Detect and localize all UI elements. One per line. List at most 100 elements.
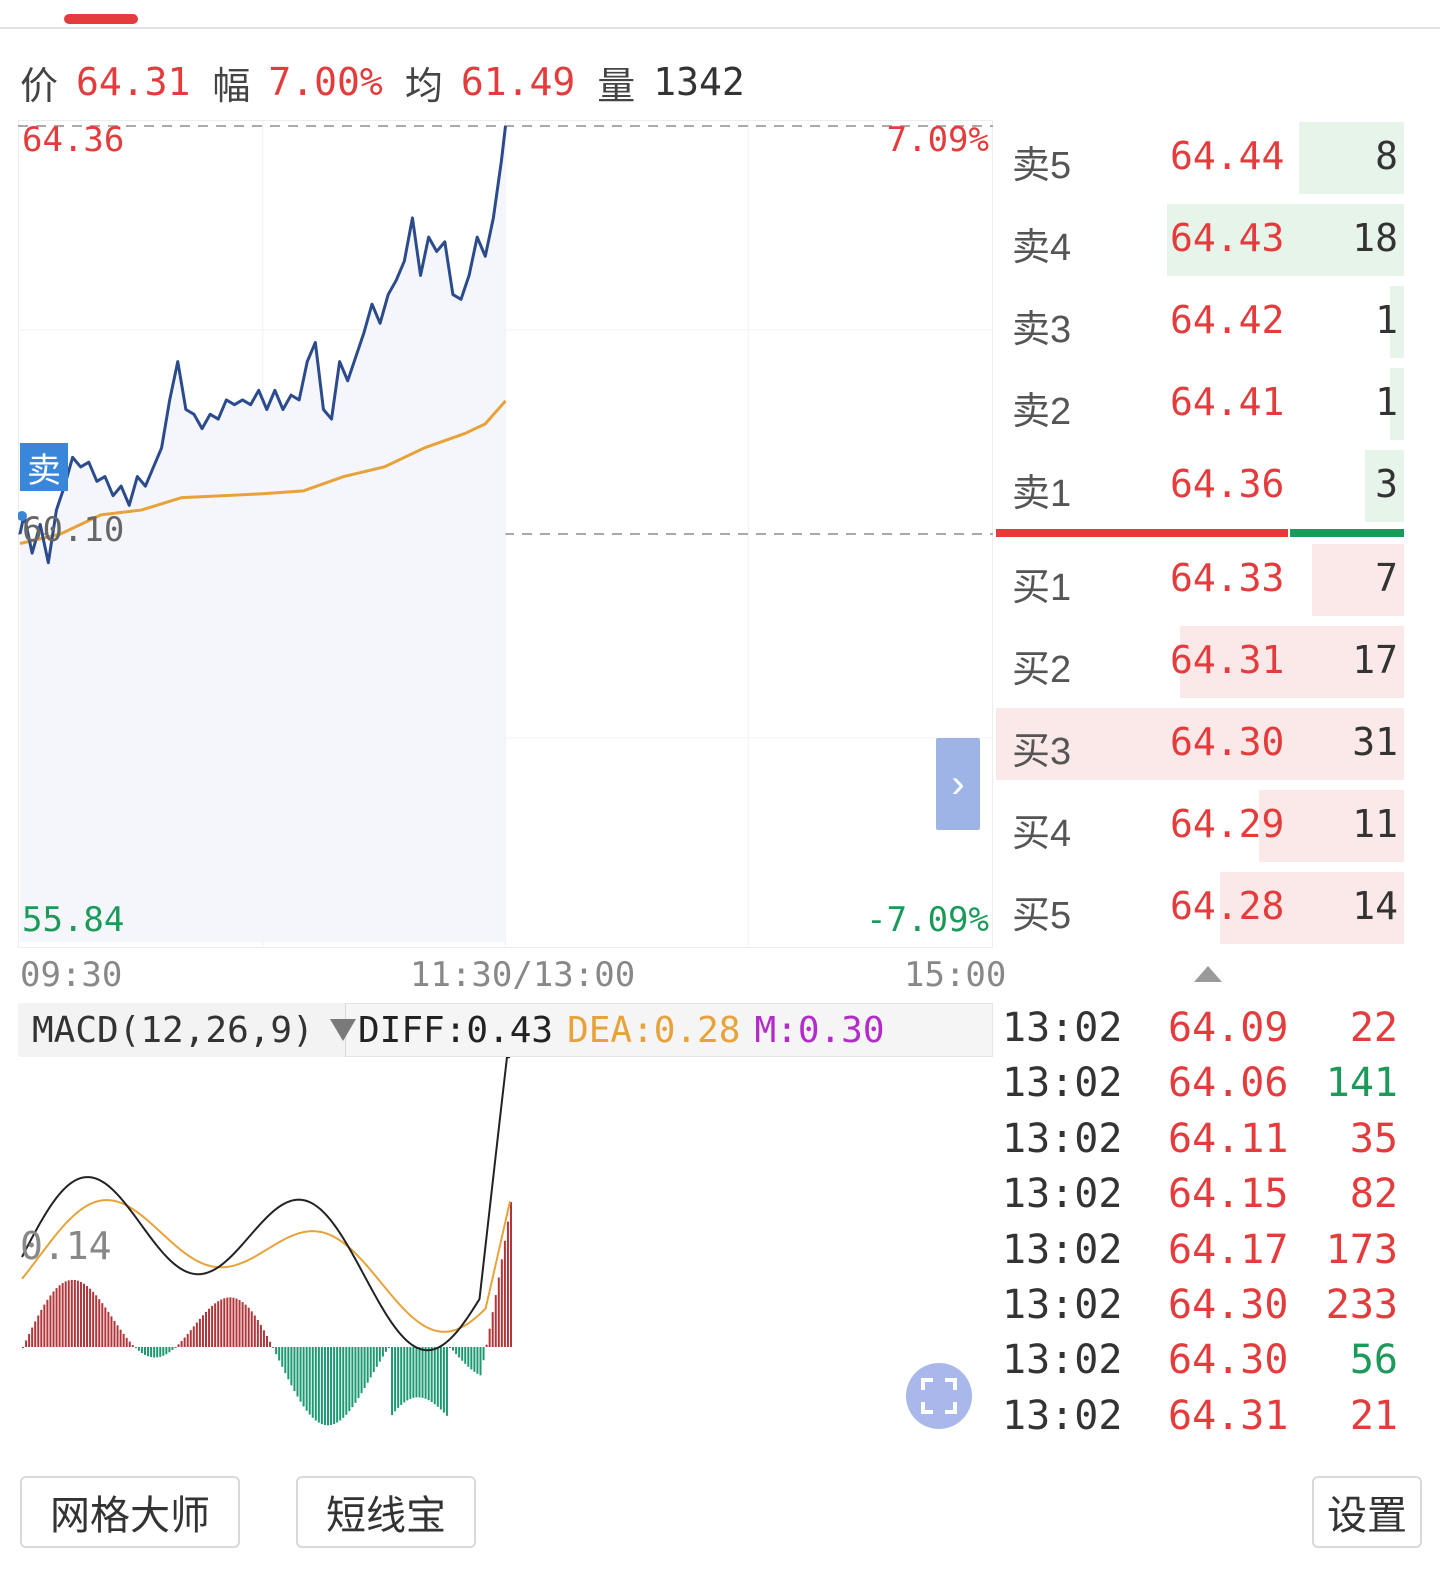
tick-time: 13:02 xyxy=(1002,1226,1123,1273)
ask-row[interactable]: 卖4 64.43 18 xyxy=(996,204,1404,276)
grid-master-button[interactable]: 网格大师 xyxy=(20,1476,240,1548)
macd-bar xyxy=(137,1347,140,1351)
macd-bar xyxy=(372,1347,375,1373)
level-price: 64.30 xyxy=(1170,720,1285,764)
triangle-up-icon[interactable] xyxy=(1194,966,1222,982)
macd-bar xyxy=(479,1347,482,1376)
macd-m: M:0.30 xyxy=(754,1009,885,1051)
ask-row[interactable]: 卖1 64.36 3 xyxy=(996,450,1404,522)
macd-bar xyxy=(470,1347,473,1370)
level-label: 买1 xyxy=(1012,567,1072,609)
tick-list[interactable]: 13:02 64.09 22 13:02 64.06 141 13:02 64.11 35 13:… xyxy=(996,1003,1404,1447)
settings-button[interactable]: 设置 xyxy=(1312,1476,1422,1548)
macd-bar xyxy=(510,1202,512,1347)
chevron-right-icon: › xyxy=(951,761,965,806)
bid-row[interactable]: 买1 64.33 7 xyxy=(996,544,1404,616)
tick-row: 13:02 64.11 35 xyxy=(996,1116,1404,1171)
ask-row[interactable]: 卖2 64.41 1 xyxy=(996,368,1404,440)
macd-axis-label: 0.14 xyxy=(20,1224,112,1268)
time-axis: 09:30 11:30/13:00 15:00 xyxy=(20,955,1006,1001)
macd-bar xyxy=(250,1311,253,1347)
bid-row[interactable]: 买5 64.28 14 xyxy=(996,872,1404,944)
macd-bar xyxy=(31,1327,34,1347)
macd-bar xyxy=(195,1322,198,1347)
tick-row: 13:02 64.06 141 xyxy=(996,1060,1404,1115)
triangle-down-icon xyxy=(329,1019,356,1041)
macd-values: DIFF:0.43 DEA:0.28 M:0.30 xyxy=(358,1003,885,1057)
indicator-select[interactable]: MACD(12,26,9) xyxy=(18,1003,356,1057)
macd-bar xyxy=(125,1337,128,1347)
tick-price: 64.17 xyxy=(1168,1226,1289,1273)
macd-bar xyxy=(49,1295,52,1347)
level-label: 买5 xyxy=(1012,895,1072,937)
tick-time: 13:02 xyxy=(1002,1005,1123,1051)
ask-row[interactable]: 卖5 64.44 8 xyxy=(996,122,1404,194)
macd-bar xyxy=(421,1347,424,1398)
order-book-divider-bid xyxy=(996,529,1288,537)
macd-bar xyxy=(211,1305,214,1347)
macd-bar xyxy=(330,1347,333,1426)
macd-bar xyxy=(269,1341,272,1347)
level-price: 64.42 xyxy=(1170,298,1285,342)
volume-bar xyxy=(1299,122,1404,194)
macd-bar xyxy=(174,1347,177,1348)
macd-bar xyxy=(320,1347,323,1425)
macd-bar xyxy=(458,1347,461,1358)
macd-bar xyxy=(461,1347,464,1361)
macd-bar xyxy=(198,1318,201,1347)
bid-row[interactable]: 买2 64.31 17 xyxy=(996,626,1404,698)
tick-price: 64.15 xyxy=(1168,1171,1289,1218)
tick-price: 64.30 xyxy=(1168,1337,1289,1384)
macd-bar xyxy=(128,1341,131,1347)
level-price: 64.44 xyxy=(1170,134,1285,178)
tick-price: 64.11 xyxy=(1168,1115,1289,1162)
level-volume: 3 xyxy=(1375,462,1398,506)
fullscreen-button[interactable] xyxy=(906,1363,972,1429)
macd-bar xyxy=(140,1347,143,1354)
macd-bar xyxy=(439,1347,442,1410)
intraday-chart[interactable]: 64.36 7.09% 60.10 55.84 -7.09% xyxy=(18,120,993,948)
volume-value: 1342 xyxy=(653,60,745,104)
level-price: 64.29 xyxy=(1170,802,1285,846)
macd-bar xyxy=(70,1279,73,1347)
short-line-button[interactable]: 短线宝 xyxy=(296,1476,476,1548)
level-volume: 1 xyxy=(1375,380,1398,424)
macd-chart[interactable] xyxy=(18,1057,993,1447)
tick-volume: 21 xyxy=(1349,1392,1398,1439)
macd-bar xyxy=(259,1324,262,1347)
level-price: 64.36 xyxy=(1170,462,1285,506)
open-marker-dot xyxy=(18,511,27,521)
macd-bar xyxy=(28,1333,31,1347)
tick-row: 13:02 64.30 56 xyxy=(996,1337,1404,1392)
tick-volume: 22 xyxy=(1349,1005,1398,1051)
bid-row[interactable]: 买4 64.29 11 xyxy=(996,790,1404,862)
macd-bar xyxy=(22,1347,24,1348)
macd-bar xyxy=(119,1329,122,1347)
tick-price: 64.09 xyxy=(1168,1005,1289,1051)
macd-bar xyxy=(384,1347,387,1352)
tick-volume: 82 xyxy=(1349,1171,1398,1218)
level-price: 64.31 xyxy=(1170,638,1285,682)
level-price: 64.41 xyxy=(1170,380,1285,424)
ask-row[interactable]: 卖3 64.42 1 xyxy=(996,286,1404,358)
macd-bar xyxy=(302,1347,305,1407)
macd-bar xyxy=(284,1347,287,1374)
macd-bar xyxy=(314,1347,317,1421)
level-volume: 31 xyxy=(1352,720,1398,764)
volume-bar xyxy=(1180,626,1404,698)
volume-bar xyxy=(1390,368,1404,440)
expand-panel-button[interactable]: › xyxy=(936,738,980,830)
macd-bar xyxy=(299,1347,302,1402)
sell-marker-badge[interactable]: 卖 xyxy=(20,443,68,491)
indicator-name: MACD(12,26,9) xyxy=(32,1009,314,1051)
macd-bar xyxy=(241,1302,244,1347)
tick-volume: 233 xyxy=(1325,1282,1398,1328)
macd-bar xyxy=(409,1347,412,1399)
macd-bar xyxy=(275,1347,278,1355)
macd-bar xyxy=(345,1347,348,1415)
macd-bar xyxy=(235,1298,238,1347)
bid-row[interactable]: 买3 64.30 31 xyxy=(996,708,1404,780)
macd-bar xyxy=(229,1297,232,1347)
time-label-close: 15:00 xyxy=(904,955,1007,995)
macd-bar xyxy=(79,1281,82,1347)
